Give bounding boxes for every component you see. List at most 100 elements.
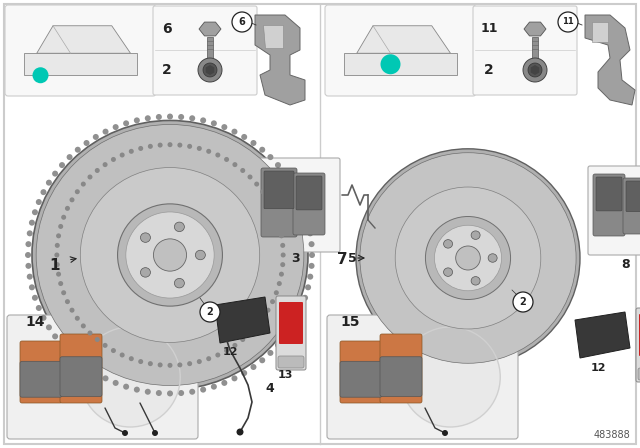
Circle shape [268,350,273,356]
Circle shape [308,263,315,269]
Circle shape [308,241,315,247]
Ellipse shape [444,240,452,248]
Circle shape [442,430,448,436]
Circle shape [232,162,237,167]
Circle shape [189,115,195,121]
Polygon shape [36,26,131,53]
Circle shape [281,253,285,258]
Text: 15: 15 [340,315,360,329]
Circle shape [259,357,265,363]
Circle shape [215,353,220,358]
Circle shape [279,271,284,277]
Polygon shape [344,53,457,75]
Circle shape [302,209,308,215]
Ellipse shape [154,239,187,271]
Circle shape [307,274,313,280]
Circle shape [40,315,47,321]
Text: 4: 4 [266,382,275,395]
Circle shape [274,215,279,220]
Circle shape [88,331,93,336]
Ellipse shape [471,231,480,239]
Circle shape [266,197,271,202]
Ellipse shape [174,222,184,232]
Circle shape [178,114,184,120]
Circle shape [309,252,315,258]
Circle shape [26,241,31,247]
FancyBboxPatch shape [626,181,640,211]
Circle shape [156,390,162,396]
Circle shape [305,284,311,290]
Text: 5: 5 [348,251,356,264]
Circle shape [138,146,143,151]
Circle shape [75,357,81,363]
Circle shape [65,299,70,304]
Circle shape [277,281,282,286]
Circle shape [206,356,211,361]
Ellipse shape [32,121,308,390]
FancyBboxPatch shape [325,5,476,96]
FancyBboxPatch shape [60,334,102,403]
Circle shape [81,181,86,186]
FancyBboxPatch shape [639,314,640,356]
Circle shape [75,147,81,153]
Ellipse shape [426,216,511,300]
Text: 2: 2 [484,63,494,77]
FancyBboxPatch shape [264,171,294,209]
FancyBboxPatch shape [623,178,640,234]
Circle shape [288,324,294,330]
Circle shape [400,327,500,427]
FancyBboxPatch shape [638,368,640,380]
Circle shape [58,281,63,286]
Circle shape [167,391,173,396]
Circle shape [152,430,158,436]
Circle shape [148,361,153,366]
Text: 11: 11 [562,17,574,26]
Circle shape [120,152,125,158]
Ellipse shape [396,187,541,329]
Circle shape [254,323,259,328]
Circle shape [40,189,47,195]
Circle shape [145,389,151,395]
FancyBboxPatch shape [340,341,382,403]
FancyBboxPatch shape [473,6,577,95]
Circle shape [46,324,52,330]
Circle shape [27,274,33,280]
Circle shape [32,209,38,215]
Circle shape [111,348,116,353]
Polygon shape [356,26,451,53]
Polygon shape [255,15,305,105]
Circle shape [513,292,533,312]
Circle shape [65,206,70,211]
Circle shape [260,316,265,321]
Text: 483888: 483888 [593,430,630,440]
Circle shape [275,162,281,168]
Polygon shape [592,22,608,42]
Polygon shape [575,312,630,358]
Polygon shape [531,65,540,75]
Text: 2: 2 [520,297,526,307]
Circle shape [67,350,72,356]
FancyBboxPatch shape [20,361,62,397]
Circle shape [203,63,217,77]
Circle shape [88,174,93,180]
Circle shape [67,154,72,160]
Circle shape [381,54,401,74]
Ellipse shape [118,204,223,306]
Circle shape [27,230,33,237]
Circle shape [266,308,271,313]
Circle shape [157,142,163,147]
Circle shape [221,124,227,130]
Circle shape [187,144,192,149]
Text: 14: 14 [25,315,45,329]
Circle shape [55,243,60,248]
Ellipse shape [488,254,497,262]
FancyBboxPatch shape [153,6,257,95]
Circle shape [280,243,285,248]
Circle shape [259,147,265,153]
FancyBboxPatch shape [588,166,640,255]
Circle shape [241,134,247,140]
Circle shape [102,343,108,348]
Text: 8: 8 [621,258,630,271]
Circle shape [206,149,211,154]
Circle shape [113,124,118,130]
